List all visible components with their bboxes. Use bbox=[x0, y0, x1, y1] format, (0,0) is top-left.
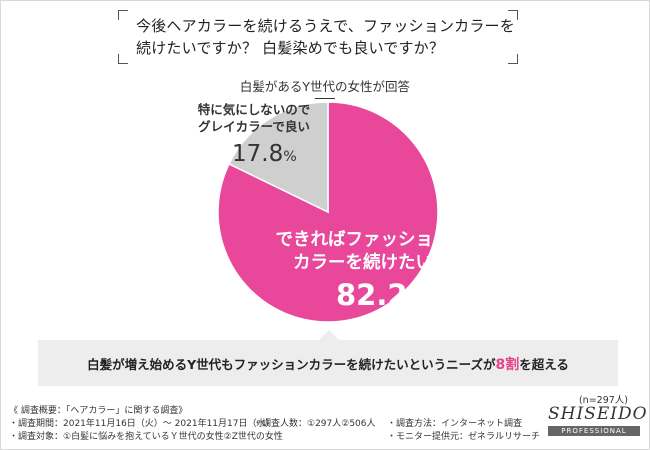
slice-value-grey: 17.8% bbox=[232, 141, 297, 167]
slice-value-grey-unit: % bbox=[283, 149, 297, 165]
question-line-2: 続けたいですか？ 白髪染めでも良いですか？ bbox=[136, 39, 445, 57]
slice-label-pink-line-2: カラーを続けたい bbox=[293, 253, 433, 273]
subtitle-rule bbox=[315, 98, 335, 99]
brand-logo: SHISEIDO PROFESSIONAL bbox=[548, 404, 648, 436]
question-box: 今後ヘアカラーを続けるうえで、ファッションカラーを 続けたいですか？ 白髪染めで… bbox=[118, 10, 518, 64]
banner-highlight: 8割 bbox=[495, 357, 520, 373]
bracket-corner bbox=[508, 10, 518, 20]
survey-count: ・調査人数：①297人②506人 bbox=[253, 419, 376, 429]
slice-value-grey-number: 17.8 bbox=[232, 141, 284, 167]
slice-label-pink: できればファッション カラーを続けたい bbox=[268, 229, 458, 275]
banner-text-post: を超える bbox=[519, 357, 569, 372]
banner-text-pre: 白髪が増え始めるY世代もファッションカラーを続けたいというニーズが bbox=[87, 357, 496, 372]
survey-target: ・調査対象：①白髪に悩みを抱えているＹ世代の女性②Z世代の女性 bbox=[9, 432, 283, 442]
slice-label-grey-line-1: 特に気にしないので bbox=[197, 102, 311, 117]
survey-provider: ・モニター提供元：ゼネラルリサーチ bbox=[387, 432, 541, 442]
bracket-corner bbox=[118, 54, 128, 64]
survey-period: ・調査期間：2021年11月16日（火）～ 2021年11月17日（水） bbox=[9, 419, 275, 429]
slice-value-pink: 82.2% bbox=[336, 278, 426, 312]
slice-value-pink-unit: % bbox=[407, 289, 426, 310]
question-line-1: 今後ヘアカラーを続けるうえで、ファッションカラーを bbox=[136, 17, 515, 35]
question-text: 今後ヘアカラーを続けるうえで、ファッションカラーを 続けたいですか？ 白髪染めで… bbox=[136, 15, 515, 59]
pie-slice-grey-color bbox=[228, 101, 329, 214]
slice-label-pink-line-1: できればファッション bbox=[275, 230, 451, 250]
brand-logo-sub: PROFESSIONAL bbox=[548, 426, 640, 436]
banner-text: 白髪が増え始めるY世代もファッションカラーを続けたいというニーズが8割を超える bbox=[38, 354, 618, 374]
slice-value-pink-number: 82.2 bbox=[336, 278, 408, 312]
survey-method: ・調査方法：インターネット調査 bbox=[387, 419, 523, 429]
chart-subtitle: 白髪があるY世代の女性が回答 bbox=[239, 79, 411, 94]
bracket-corner bbox=[118, 10, 128, 20]
sample-size-note: (n=297人) bbox=[578, 395, 628, 406]
survey-title: 《 調査概要：「ヘアカラー」に関する調査》 bbox=[9, 406, 188, 416]
slice-label-grey-line-2: グレイカラーで良い bbox=[198, 119, 310, 134]
bracket-corner bbox=[508, 54, 518, 64]
conclusion-banner: 白髪が増え始めるY世代もファッションカラーを続けたいというニーズが8割を超える bbox=[38, 340, 618, 386]
banner-pointer bbox=[318, 330, 340, 341]
brand-logo-text: SHISEIDO bbox=[548, 404, 648, 424]
slice-label-grey: 特に気にしないので グレイカラーで良い bbox=[186, 101, 322, 135]
